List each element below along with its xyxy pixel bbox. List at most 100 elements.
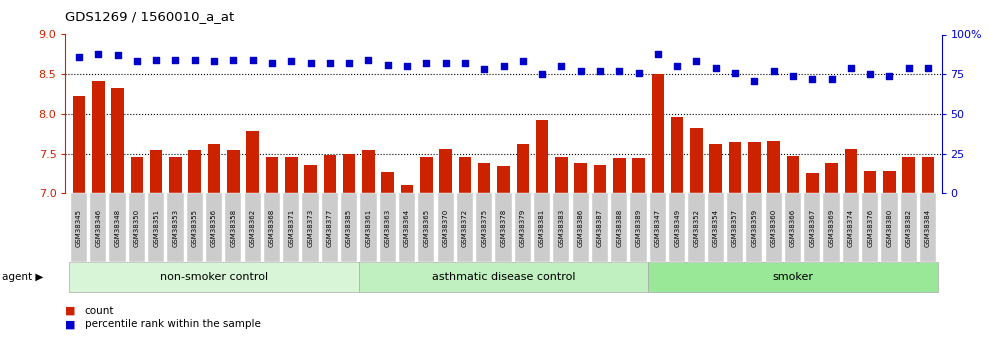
Text: percentile rank within the sample: percentile rank within the sample (85, 319, 261, 329)
Bar (497, 166, 510, 193)
Text: GSM38383: GSM38383 (559, 209, 564, 247)
Text: GSM38367: GSM38367 (810, 209, 816, 247)
Text: GSM38382: GSM38382 (905, 209, 911, 247)
Text: ■: ■ (65, 306, 76, 315)
Point (380, 62, 396, 67)
Bar (786, 156, 800, 193)
Bar (826, 163, 838, 193)
Bar (748, 142, 760, 193)
Bar (729, 141, 741, 193)
Bar (363, 150, 375, 193)
Point (206, 59, 223, 64)
Bar (517, 144, 529, 193)
Point (630, 70, 646, 75)
Bar (921, 157, 934, 193)
Bar (323, 155, 336, 193)
Bar (73, 96, 86, 193)
Point (611, 68, 627, 74)
Text: smoker: smoker (772, 272, 814, 282)
Point (920, 65, 937, 71)
Bar (710, 144, 722, 193)
Point (476, 67, 492, 72)
Bar (420, 157, 433, 193)
Bar (382, 172, 394, 193)
Text: GSM38371: GSM38371 (288, 209, 294, 247)
Point (245, 57, 261, 63)
Text: GSM38368: GSM38368 (269, 209, 275, 247)
Point (515, 59, 531, 64)
Text: GSM38385: GSM38385 (346, 209, 352, 247)
Text: GSM38370: GSM38370 (443, 209, 448, 247)
Text: GSM38362: GSM38362 (250, 209, 256, 247)
Text: asthmatic disease control: asthmatic disease control (432, 272, 575, 282)
Text: GSM38376: GSM38376 (867, 209, 873, 247)
Bar (883, 171, 895, 193)
Text: GSM38350: GSM38350 (134, 209, 140, 247)
Text: GSM38389: GSM38389 (635, 209, 641, 247)
Bar (188, 150, 201, 193)
Bar (401, 185, 413, 193)
Text: GSM38363: GSM38363 (385, 209, 391, 247)
Bar (439, 149, 452, 193)
Text: GSM38377: GSM38377 (327, 209, 333, 247)
Point (438, 60, 454, 66)
Point (186, 57, 202, 63)
Text: GSM38375: GSM38375 (481, 209, 487, 247)
Text: GSM38387: GSM38387 (597, 209, 603, 247)
Text: GSM38351: GSM38351 (153, 209, 159, 247)
Text: GSM38365: GSM38365 (423, 209, 429, 247)
Bar (92, 80, 105, 193)
Point (264, 60, 280, 66)
Bar (169, 157, 181, 193)
Text: GSM38374: GSM38374 (848, 209, 854, 247)
Bar (864, 171, 876, 193)
Point (689, 59, 705, 64)
Point (302, 60, 318, 66)
Bar (632, 158, 644, 193)
Text: agent ▶: agent ▶ (2, 272, 43, 282)
Point (91, 51, 107, 56)
Point (805, 76, 821, 82)
Text: GSM38386: GSM38386 (578, 209, 584, 247)
Bar (304, 165, 317, 193)
Text: GSM38354: GSM38354 (713, 209, 719, 247)
Point (862, 71, 878, 77)
Point (669, 63, 685, 69)
Point (592, 68, 608, 74)
Point (900, 65, 916, 71)
Point (727, 70, 743, 75)
Point (765, 68, 781, 74)
Text: GSM38364: GSM38364 (404, 209, 410, 247)
Bar (131, 157, 143, 193)
Bar (112, 88, 124, 193)
Point (784, 73, 801, 79)
Text: GSM38372: GSM38372 (462, 209, 468, 247)
Text: GSM38353: GSM38353 (172, 209, 178, 247)
Text: GSM38357: GSM38357 (732, 209, 738, 247)
Text: GSM38346: GSM38346 (96, 209, 102, 247)
Bar (342, 154, 355, 193)
Point (322, 60, 338, 66)
Text: GSM38358: GSM38358 (231, 209, 237, 247)
Point (553, 63, 569, 69)
Point (129, 59, 145, 64)
Text: GSM38349: GSM38349 (674, 209, 680, 247)
Point (746, 78, 762, 83)
Point (110, 52, 126, 58)
Point (843, 65, 859, 71)
Text: non-smoker control: non-smoker control (160, 272, 268, 282)
Point (148, 57, 164, 63)
Text: GSM38361: GSM38361 (366, 209, 372, 247)
Text: count: count (85, 306, 114, 315)
Text: GSM38369: GSM38369 (829, 209, 835, 247)
Bar (478, 163, 490, 193)
Text: GSM38378: GSM38378 (500, 209, 507, 247)
Bar (207, 144, 221, 193)
Point (824, 76, 840, 82)
Point (457, 60, 473, 66)
Point (283, 59, 299, 64)
Point (341, 60, 357, 66)
Text: GSM38373: GSM38373 (307, 209, 313, 247)
Text: GSM38380: GSM38380 (886, 209, 892, 247)
Bar (806, 172, 819, 193)
